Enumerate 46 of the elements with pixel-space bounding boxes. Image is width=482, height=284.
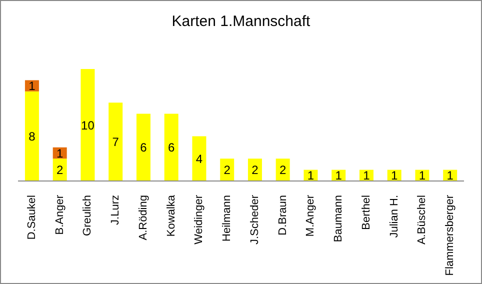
data-label: 1 — [335, 168, 342, 183]
data-label: 1 — [446, 168, 454, 183]
bar — [276, 158, 290, 181]
x-tick-label: A.Büschel — [416, 195, 428, 245]
data-label: 8 — [28, 129, 36, 144]
bar — [80, 69, 95, 181]
bar — [136, 114, 150, 181]
data-label: 10 — [81, 118, 95, 132]
data-label: 2 — [224, 163, 231, 178]
data-label: 6 — [168, 140, 175, 155]
x-tick-label: D.Saukel — [26, 195, 38, 240]
bar — [192, 136, 206, 181]
x-tick-label: Berthel — [360, 195, 372, 230]
x-tick-label: A.Röding — [137, 195, 150, 240]
data-label: 1 — [418, 168, 426, 183]
bar — [164, 114, 178, 181]
data-label: 2 — [252, 163, 259, 178]
x-tick-label: Julian H. — [388, 195, 400, 238]
bar — [24, 80, 39, 92]
data-label: 4 — [196, 152, 203, 166]
bar — [52, 158, 67, 181]
data-label: 1 — [307, 168, 314, 183]
x-tick-label: D.Braun — [276, 195, 289, 236]
bar — [248, 158, 262, 181]
x-tick-label: J.Scheder — [248, 194, 261, 245]
data-label: 2 — [280, 163, 286, 178]
x-tick-label: Weidinger — [193, 194, 206, 244]
bar — [24, 91, 39, 181]
chart-title: Karten 1.Mannschaft — [170, 13, 312, 30]
data-label: 2 — [56, 163, 64, 178]
data-label: 7 — [112, 135, 120, 150]
x-tick-label: B.Anger — [54, 194, 66, 235]
x-tick-label: Baumann — [332, 195, 345, 242]
bar — [108, 102, 123, 181]
data-label: 1 — [28, 79, 36, 94]
x-tick-label: J.Lurz — [110, 195, 122, 225]
x-tick-label: M.Anger — [304, 194, 317, 237]
x-tick-label: Heilmann — [221, 195, 234, 242]
data-label: 6 — [140, 140, 148, 155]
data-label: 1 — [363, 168, 370, 183]
x-tick-label: Flammersberger — [444, 194, 456, 276]
data-label: 1 — [56, 146, 64, 160]
x-tick-label: Greulich — [82, 195, 94, 236]
data-label: 1 — [391, 168, 398, 183]
bar — [220, 158, 234, 181]
x-tick-label: Kowalka — [165, 194, 178, 237]
